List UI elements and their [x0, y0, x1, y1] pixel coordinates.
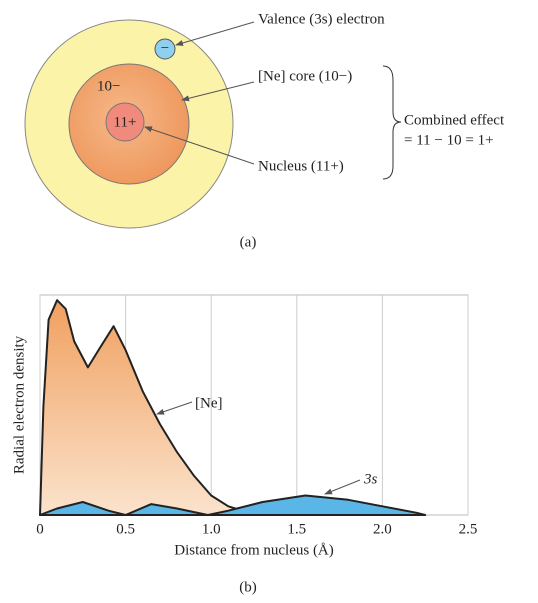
nucleus-label: Nucleus (11+)	[258, 158, 344, 174]
combined-label: = 11 − 10 = 1+	[404, 132, 494, 148]
valence-label: Valence (3s) electron	[258, 11, 385, 27]
arrow	[144, 126, 255, 165]
core-label: [Ne] core (10−)	[258, 68, 352, 84]
nucleus-charge: 11+	[114, 114, 137, 130]
label-pointer	[324, 479, 361, 495]
brace	[382, 65, 402, 180]
x-tick-label: 2.5	[459, 521, 478, 537]
area	[39, 494, 427, 516]
x-tick-label: 1.0	[202, 521, 221, 537]
series-label: [Ne]	[195, 395, 222, 411]
electron-sign: −	[161, 40, 169, 56]
caption: (a)	[240, 234, 257, 250]
series-label: 3s	[363, 471, 378, 487]
x-tick-label: 0.5	[116, 521, 135, 537]
area	[39, 299, 264, 516]
combined-label: Combined effect	[404, 112, 505, 128]
caption: (b)	[239, 579, 257, 595]
x-tick-label: 2.0	[373, 521, 392, 537]
arrow	[181, 81, 255, 102]
x-axis-label: Distance from nucleus (Å)	[174, 542, 334, 558]
label-pointer	[156, 401, 193, 415]
x-tick-label: 1.5	[287, 521, 306, 537]
nucleus	[105, 102, 145, 142]
y-axis-label: Radial electron density	[11, 335, 27, 474]
core-charge: 10−	[97, 78, 120, 94]
electron	[154, 38, 176, 60]
x-tick-label: 0	[36, 521, 44, 537]
arrow	[175, 21, 255, 46]
